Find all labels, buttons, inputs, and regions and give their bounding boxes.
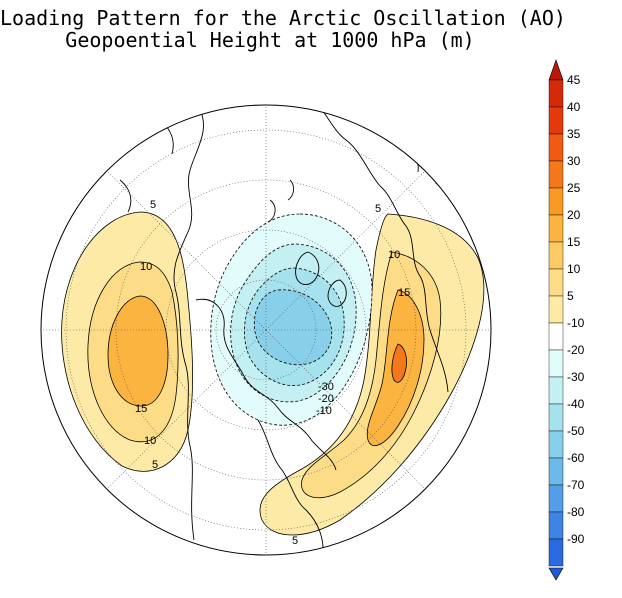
colorbar-tick-label: 25 xyxy=(567,181,581,195)
colorbar-swatch xyxy=(548,349,564,378)
contour-label-arctic-30: -30 xyxy=(318,381,334,393)
contour-label-pacific-15: 15 xyxy=(135,403,147,415)
colorbar-swatch xyxy=(548,457,564,486)
colorbar-tick-label: 35 xyxy=(567,127,581,141)
colorbar-swatch xyxy=(548,241,564,270)
colorbar-tick-label: 40 xyxy=(567,100,581,114)
colorbar-swatch xyxy=(548,295,564,324)
colorbar-tick-label: -90 xyxy=(567,532,585,546)
colorbar-swatch xyxy=(548,133,564,162)
colorbar-tick-label: -60 xyxy=(567,451,585,465)
colorbar-tick-label: -40 xyxy=(567,397,585,411)
contour-label-pacific-10: 10 xyxy=(140,261,152,273)
colorbar-tick-label: 15 xyxy=(567,235,581,249)
colorbar-tick-label: 30 xyxy=(567,154,581,168)
arctic-negative-anomaly xyxy=(210,213,373,426)
colorbar-swatch xyxy=(548,322,564,351)
contour-label-arctic-10: -10 xyxy=(316,405,332,417)
colorbar-top-arrow xyxy=(548,59,564,81)
contour-label-atlantic-10: 10 xyxy=(388,249,400,261)
colorbar-tick-label: -80 xyxy=(567,505,585,519)
colorbar-swatch xyxy=(548,268,564,297)
contour-label-atlantic-15: 15 xyxy=(398,287,410,299)
map-title-line-2: Geopoential Height at 1000 hPa (m) xyxy=(65,28,475,52)
colorbar-swatch xyxy=(548,106,564,135)
colorbar-tick-label: 10 xyxy=(567,262,581,276)
colorbar-swatch xyxy=(548,403,564,432)
globe-boundary xyxy=(40,104,492,556)
colorbar-swatch xyxy=(548,79,564,108)
map-title-line-1: Loading Pattern for the Arctic Oscillati… xyxy=(0,6,566,30)
colorbar: 45 40 35 30 25 20 15 10 5 -10 -20 -30 -40 -50 -60 -70 -8… xyxy=(548,59,585,581)
atlantic-positive-anomaly xyxy=(259,213,485,536)
colorbar-bottom-arrow xyxy=(548,567,564,581)
colorbar-tick-label: -30 xyxy=(567,370,585,384)
colorbar-tick-label: -10 xyxy=(567,316,585,330)
contour-label-arctic-20: -20 xyxy=(318,393,334,405)
colorbar-swatch xyxy=(548,511,564,540)
colorbar-swatch xyxy=(548,160,564,189)
pacific-positive-anomaly xyxy=(61,211,194,472)
contour-label-pacific-5: 5 xyxy=(150,199,156,211)
colorbar-tick-label: 20 xyxy=(567,208,581,222)
colorbar-swatch xyxy=(548,214,564,243)
colorbar-tick-label: -20 xyxy=(567,343,585,357)
contour-label-atlantic-5-b: 5 xyxy=(292,535,298,547)
colorbar-tick-label: 5 xyxy=(567,289,574,303)
colorbar-swatch xyxy=(548,430,564,459)
contour-label-pacific-10-b: 10 xyxy=(144,435,156,447)
colorbar-tick-label: -50 xyxy=(567,424,585,438)
contour-label-pacific-5-b: 5 xyxy=(152,459,158,471)
colorbar-tick-label: 45 xyxy=(567,73,581,87)
colorbar-swatch xyxy=(548,484,564,513)
colorbar-swatch xyxy=(548,376,564,405)
colorbar-swatch xyxy=(548,187,564,216)
contour-label-atlantic-5: 5 xyxy=(375,203,381,215)
graticule xyxy=(41,105,491,555)
colorbar-tick-label: -70 xyxy=(567,478,585,492)
colorbar-swatch xyxy=(548,538,564,567)
